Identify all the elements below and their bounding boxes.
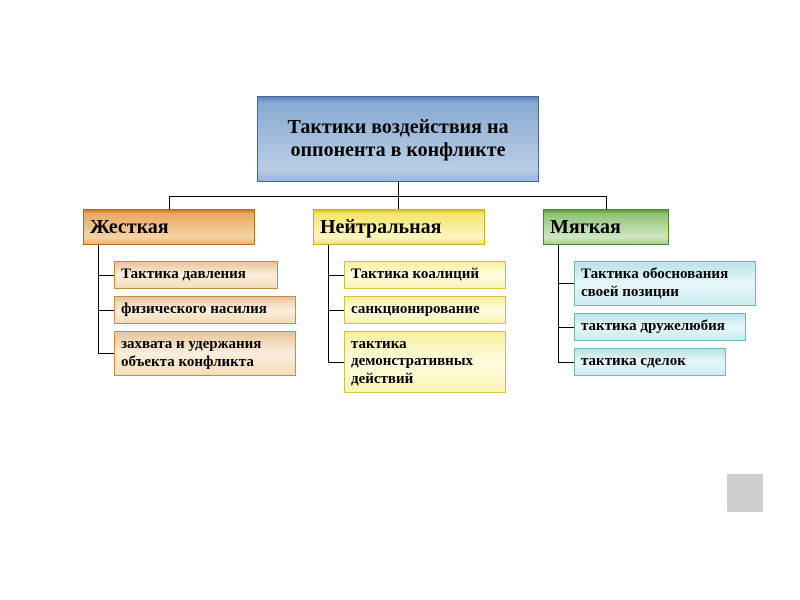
item-label: Тактика коалиций (351, 266, 479, 283)
item-label: тактика дружелюбия (581, 318, 725, 335)
category-hard: Жесткая (83, 209, 255, 245)
item-label: Тактика обоснования своей позиции (581, 266, 749, 301)
item-soft-1: тактика дружелюбия (574, 313, 746, 341)
item-label: тактика сделок (581, 353, 686, 370)
item-label: тактика демонстративных действий (351, 336, 499, 388)
category-label: Жесткая (90, 216, 169, 239)
root-label: Тактики воздействия на оппонента в конфл… (264, 116, 532, 162)
item-hard-1: физического насилия (114, 296, 296, 324)
item-soft-2: тактика сделок (574, 348, 726, 376)
item-hard-2: захвата и удержания объекта конфликта (114, 331, 296, 376)
item-label: захвата и удержания объекта конфликта (121, 336, 289, 371)
category-neutral: Нейтральная (313, 209, 485, 245)
item-label: Тактика давления (121, 266, 246, 283)
item-neutral-2: тактика демонстративных действий (344, 331, 506, 393)
root-node: Тактики воздействия на оппонента в конфл… (257, 96, 539, 182)
item-soft-0: Тактика обоснования своей позиции (574, 261, 756, 306)
category-label: Мягкая (550, 216, 621, 239)
item-neutral-0: Тактика коалиций (344, 261, 506, 289)
item-hard-0: Тактика давления (114, 261, 278, 289)
item-neutral-1: санкционирование (344, 296, 506, 324)
item-label: физического насилия (121, 301, 267, 318)
category-soft: Мягкая (543, 209, 669, 245)
category-label: Нейтральная (320, 216, 441, 239)
page-shadow (727, 474, 763, 512)
item-label: санкционирование (351, 301, 480, 318)
